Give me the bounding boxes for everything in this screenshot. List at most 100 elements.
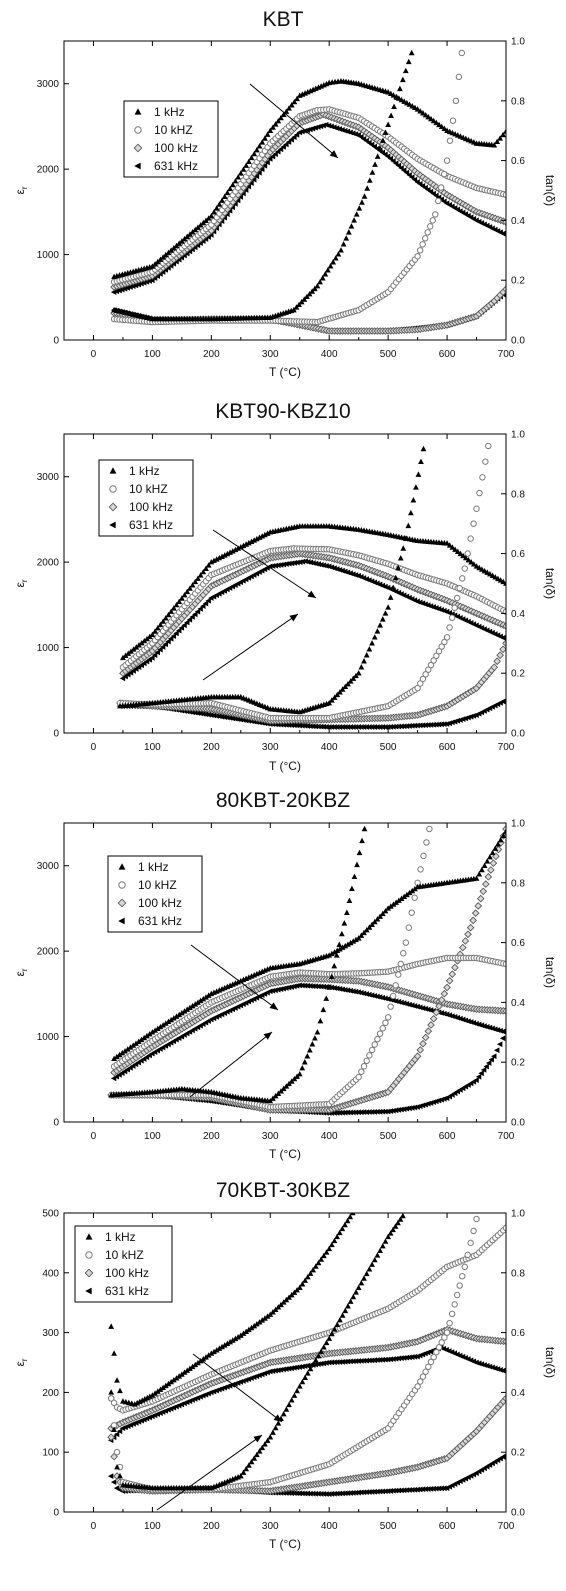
data-point bbox=[467, 535, 474, 542]
data-point bbox=[286, 560, 292, 567]
data-point bbox=[435, 197, 442, 205]
data-point bbox=[481, 862, 488, 868]
data-point bbox=[317, 983, 324, 990]
data-point bbox=[448, 1310, 456, 1318]
data-point bbox=[446, 542, 453, 548]
data-point bbox=[242, 187, 249, 193]
data-point bbox=[162, 615, 169, 621]
data-point bbox=[346, 897, 353, 903]
data-point bbox=[355, 1284, 362, 1290]
arrow-head-icon bbox=[329, 150, 338, 158]
data-point bbox=[334, 947, 341, 953]
data-point bbox=[342, 986, 348, 993]
legend-label: 100 kHz bbox=[105, 1266, 149, 1280]
data-point bbox=[369, 1261, 375, 1267]
data-point bbox=[374, 1252, 381, 1258]
data-point bbox=[331, 1237, 338, 1244]
data-point bbox=[502, 1369, 506, 1374]
data-point bbox=[160, 618, 166, 624]
data-point bbox=[368, 1489, 375, 1495]
data-point bbox=[130, 646, 137, 652]
open-diamond-icon bbox=[133, 143, 143, 153]
data-point bbox=[181, 591, 188, 598]
x-tick-label: 200 bbox=[203, 349, 220, 360]
data-point bbox=[466, 923, 475, 932]
data-point bbox=[358, 1357, 364, 1364]
data-point bbox=[318, 561, 324, 568]
data-point bbox=[473, 505, 480, 512]
data-point bbox=[113, 1053, 120, 1060]
data-point bbox=[358, 1068, 365, 1075]
data-point bbox=[392, 982, 399, 989]
data-point bbox=[430, 721, 436, 728]
data-point bbox=[197, 606, 203, 612]
data-point bbox=[500, 832, 506, 839]
data-point bbox=[189, 228, 196, 235]
data-point bbox=[430, 657, 437, 664]
legend-label: 100 kHz bbox=[129, 500, 173, 514]
data-point bbox=[213, 1347, 220, 1353]
data-point bbox=[294, 95, 300, 102]
data-point bbox=[382, 1488, 388, 1495]
data-point bbox=[157, 621, 164, 628]
data-point bbox=[218, 713, 225, 720]
data-point bbox=[419, 675, 427, 683]
data-point bbox=[293, 722, 300, 729]
data-point bbox=[473, 875, 480, 881]
legend-label: 631 kHz bbox=[129, 518, 173, 532]
data-point bbox=[334, 1490, 340, 1497]
data-point bbox=[312, 1263, 319, 1269]
data-point bbox=[355, 670, 362, 676]
data-point bbox=[310, 560, 316, 566]
data-point bbox=[342, 942, 349, 949]
data-point bbox=[299, 982, 305, 989]
y-tick-label: 0 bbox=[53, 729, 59, 740]
data-point bbox=[322, 271, 329, 277]
data-point bbox=[307, 1490, 313, 1497]
data-point bbox=[497, 836, 504, 843]
y-axis-label: εr bbox=[13, 968, 29, 976]
data-point bbox=[336, 1359, 343, 1365]
data-point bbox=[425, 113, 432, 120]
data-point bbox=[398, 1106, 404, 1113]
data-point bbox=[347, 939, 354, 946]
data-point bbox=[485, 1060, 492, 1066]
data-point bbox=[310, 1266, 317, 1273]
data-point bbox=[240, 1469, 247, 1475]
data-point bbox=[267, 1434, 274, 1440]
data-point bbox=[414, 722, 420, 729]
data-point bbox=[336, 941, 343, 947]
data-point bbox=[393, 899, 400, 905]
data-point bbox=[366, 177, 373, 183]
data-point bbox=[256, 1319, 263, 1325]
data-point bbox=[395, 1219, 401, 1226]
data-point bbox=[323, 724, 329, 730]
x-tick-label: 100 bbox=[144, 349, 161, 360]
data-point bbox=[296, 722, 302, 729]
data-point bbox=[425, 722, 431, 728]
data-point bbox=[195, 575, 201, 581]
data-point bbox=[457, 550, 464, 557]
data-point bbox=[173, 630, 179, 637]
data-point bbox=[286, 1401, 292, 1408]
data-point bbox=[315, 723, 321, 730]
data-point bbox=[395, 1487, 402, 1494]
data-point bbox=[283, 141, 289, 148]
data-point bbox=[283, 108, 290, 114]
data-point bbox=[361, 193, 368, 199]
data-point bbox=[117, 1387, 123, 1394]
y2-axis-label: tan(δ) bbox=[543, 175, 557, 206]
data-point bbox=[240, 190, 246, 197]
data-point bbox=[325, 267, 331, 273]
data-point bbox=[408, 909, 415, 916]
data-point bbox=[417, 680, 424, 687]
data-point bbox=[302, 1277, 308, 1283]
data-point bbox=[317, 278, 323, 285]
data-point bbox=[157, 1386, 164, 1392]
data-point bbox=[406, 1105, 412, 1112]
data-point bbox=[326, 984, 333, 990]
data-point bbox=[427, 1486, 434, 1492]
tan-delta-series-2 bbox=[110, 49, 466, 326]
data-point bbox=[293, 1364, 300, 1371]
